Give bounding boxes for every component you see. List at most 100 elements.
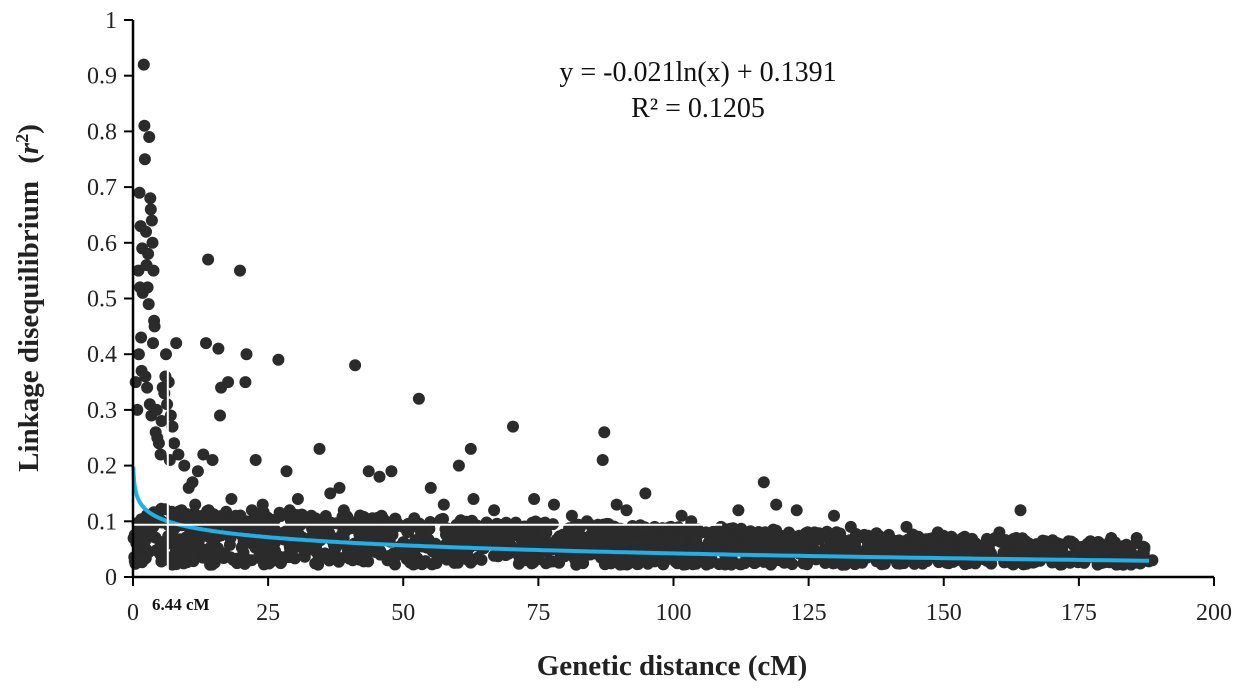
data-point bbox=[602, 532, 615, 544]
data-point bbox=[200, 337, 212, 350]
data-point bbox=[133, 186, 146, 199]
data-point bbox=[212, 342, 225, 355]
data-point bbox=[778, 543, 791, 556]
data-point bbox=[674, 531, 687, 544]
data-point bbox=[166, 420, 179, 433]
data-point bbox=[147, 264, 160, 277]
data-point bbox=[675, 509, 688, 522]
data-point bbox=[839, 558, 852, 571]
data-point bbox=[539, 527, 552, 540]
data-point bbox=[210, 531, 222, 544]
data-point bbox=[335, 528, 348, 541]
data-point bbox=[699, 526, 712, 539]
data-point bbox=[763, 532, 776, 544]
data-point bbox=[844, 520, 857, 533]
data-point bbox=[828, 509, 840, 522]
data-point bbox=[554, 553, 566, 566]
data-point bbox=[349, 359, 362, 372]
data-point bbox=[1010, 532, 1023, 544]
data-point bbox=[1014, 504, 1027, 517]
data-point bbox=[434, 513, 447, 526]
data-point bbox=[362, 465, 375, 478]
y-tick-label: 0.7 bbox=[87, 175, 117, 201]
data-point bbox=[140, 543, 153, 556]
data-point bbox=[143, 131, 156, 143]
data-point bbox=[702, 536, 715, 549]
data-point bbox=[1130, 532, 1143, 544]
data-point bbox=[715, 520, 728, 533]
data-point bbox=[787, 530, 800, 543]
y-tick-label: 0.6 bbox=[87, 231, 117, 257]
data-point bbox=[454, 514, 467, 527]
data-point bbox=[565, 509, 578, 522]
data-point bbox=[843, 534, 856, 547]
data-point bbox=[437, 498, 450, 511]
data-point bbox=[189, 498, 202, 511]
data-point bbox=[528, 493, 541, 505]
data-point bbox=[543, 555, 556, 568]
data-point bbox=[663, 526, 676, 539]
data-point bbox=[278, 552, 291, 564]
data-point bbox=[1146, 554, 1159, 567]
data-point bbox=[412, 392, 425, 405]
y-tick-label: 0.3 bbox=[87, 398, 117, 424]
data-point bbox=[375, 509, 388, 522]
data-point bbox=[142, 247, 155, 260]
data-point bbox=[770, 498, 783, 511]
data-point bbox=[144, 192, 157, 205]
y-axis-title-superscript: 2 bbox=[12, 134, 32, 143]
x-tick-label: 175 bbox=[1061, 600, 1097, 626]
data-point bbox=[313, 442, 326, 455]
data-point bbox=[458, 524, 471, 536]
data-point bbox=[586, 539, 599, 552]
data-point bbox=[249, 454, 262, 466]
data-point bbox=[738, 557, 751, 570]
data-point bbox=[344, 548, 357, 561]
data-point bbox=[152, 437, 165, 450]
data-point bbox=[849, 557, 862, 570]
y-tick-label: 0.4 bbox=[87, 342, 117, 368]
data-point bbox=[148, 320, 161, 333]
data-point bbox=[516, 526, 529, 539]
data-point bbox=[1075, 543, 1088, 556]
data-point bbox=[645, 533, 658, 546]
data-point bbox=[598, 558, 611, 571]
y-tick-label: 0.9 bbox=[87, 64, 117, 90]
data-point bbox=[223, 538, 236, 551]
data-point bbox=[491, 536, 504, 549]
data-point bbox=[723, 555, 735, 568]
x-tick-label: 75 bbox=[526, 600, 550, 626]
data-point bbox=[134, 281, 146, 294]
data-point bbox=[146, 529, 159, 542]
y-tick-labels: 0 0.1 0.2 0.3 0.4 0.5 0.6 0.7 0.8 0.9 1 bbox=[87, 8, 117, 591]
data-point bbox=[700, 558, 713, 571]
threshold-label: 6.44 cM bbox=[152, 595, 210, 614]
data-point bbox=[655, 537, 668, 549]
data-point bbox=[385, 465, 398, 478]
data-point bbox=[330, 553, 343, 566]
data-point bbox=[1092, 536, 1105, 549]
data-point bbox=[305, 509, 318, 522]
data-point bbox=[208, 552, 220, 565]
data-point bbox=[140, 225, 152, 238]
data-point bbox=[154, 448, 167, 461]
data-point bbox=[214, 409, 226, 422]
data-point bbox=[147, 337, 159, 350]
data-point bbox=[144, 203, 157, 216]
data-point bbox=[187, 551, 200, 564]
x-tick-labels: 0 25 50 75 100 125 150 175 200 bbox=[127, 600, 1232, 626]
data-point bbox=[150, 403, 163, 416]
data-point bbox=[548, 498, 560, 511]
data-point bbox=[598, 426, 611, 439]
x-tick-label: 0 bbox=[127, 600, 139, 626]
y-axis-title-main: Linkage disequilibrium bbox=[13, 181, 45, 472]
data-point bbox=[956, 532, 969, 544]
data-point bbox=[306, 522, 319, 535]
data-point bbox=[648, 520, 661, 533]
data-point bbox=[374, 548, 387, 561]
data-point bbox=[172, 555, 185, 568]
data-point bbox=[848, 548, 861, 561]
data-point bbox=[1101, 546, 1114, 558]
data-point bbox=[424, 481, 437, 494]
data-point bbox=[139, 370, 152, 383]
